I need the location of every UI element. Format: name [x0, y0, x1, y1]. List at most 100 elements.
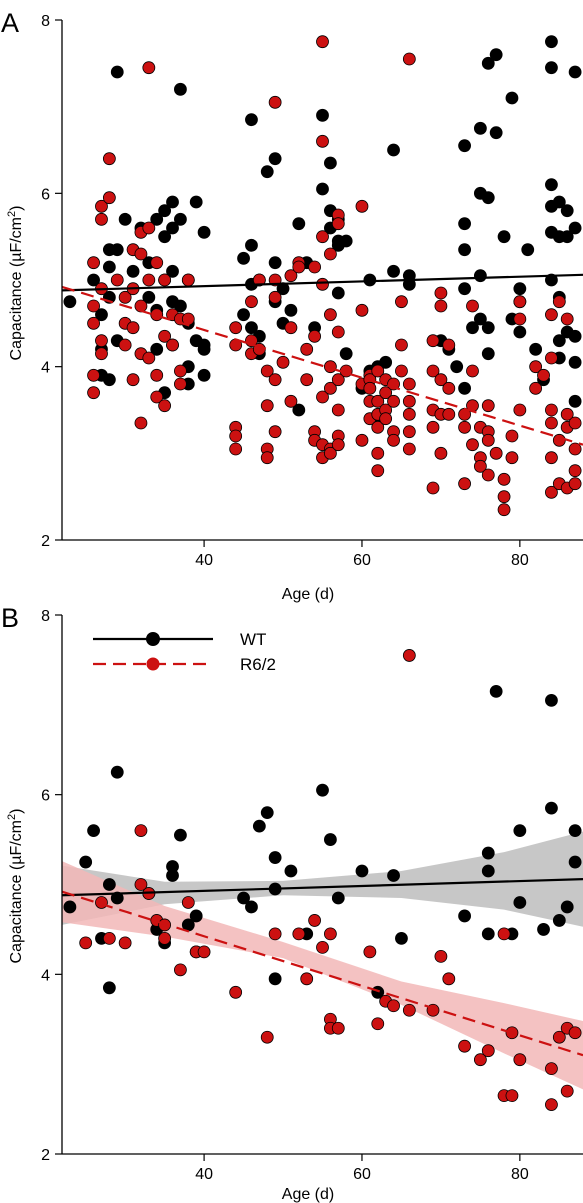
panel-a-y-axis-label-tail: ) — [8, 206, 25, 211]
panel-b-point-series-0 — [252, 819, 266, 833]
panel-b-point-series-0 — [63, 900, 77, 914]
panel-b-point-series-1 — [292, 927, 306, 941]
panel-a-point-series-1 — [387, 433, 400, 447]
panel-a-point-series-0 — [276, 282, 290, 296]
panel-a-plot-area — [61, 35, 583, 517]
panel-a-point-series-0 — [466, 321, 479, 335]
panel-a-point-series-1 — [489, 446, 503, 460]
panel-a-point-series-0 — [316, 182, 329, 196]
panel-a-point-series-1 — [497, 472, 511, 486]
panel-a-point-series-1 — [355, 303, 369, 317]
panel-b-point-series-0 — [545, 693, 558, 707]
panel-a-point-series-0 — [552, 334, 566, 348]
panel-a-point-series-1 — [268, 425, 282, 439]
panel-a-point-series-1 — [316, 35, 329, 49]
panel-a-point-series-0 — [63, 295, 77, 309]
panel-b-trend-line-series-1 — [61, 890, 583, 1057]
panel-a-label: A — [1, 8, 19, 38]
panel-a-point-series-1 — [118, 338, 132, 352]
panel-a-y-tick-label: 8 — [41, 13, 50, 30]
panel-a-point-series-0 — [339, 234, 353, 248]
panel-a-point-series-0 — [237, 308, 250, 322]
panel-b-point-series-0 — [87, 824, 100, 837]
panel-a-point-series-1 — [560, 407, 574, 421]
panel-b-x-axis-label: Age (d) — [282, 1186, 334, 1203]
panel-a-point-series-0 — [316, 108, 329, 122]
panel-a-point-series-1 — [300, 342, 314, 356]
panel-a-point-series-1 — [402, 407, 416, 421]
panel-a-point-series-0 — [545, 273, 558, 287]
panel-a-point-series-0 — [87, 273, 100, 287]
panel-a-point-series-0 — [110, 65, 124, 79]
panel-a-point-series-1 — [316, 134, 329, 148]
panel-a-point-series-1 — [102, 191, 116, 205]
panel-a-point-series-0 — [473, 269, 487, 283]
panel-b-point-series-0 — [110, 891, 124, 905]
panel-b-y-tick-label: 4 — [41, 967, 50, 984]
panel-a-point-series-1 — [481, 468, 495, 482]
panel-b-point-series-0 — [102, 981, 116, 995]
panel-a-point-series-1 — [497, 490, 511, 504]
panel-a-point-series-1 — [505, 451, 519, 465]
panel-b-point-series-0 — [513, 824, 527, 837]
panel-a-point-series-1 — [371, 464, 385, 478]
panel-a-point-series-1 — [331, 217, 345, 231]
panel-a-point-series-1 — [331, 438, 345, 452]
panel-a-point-series-0 — [174, 212, 187, 226]
panel-b-point-series-1 — [552, 1030, 566, 1044]
panel-a-point-series-1 — [260, 451, 274, 465]
panel-b-point-series-0 — [568, 855, 582, 869]
panel-b-x-tick-label: 80 — [511, 1166, 529, 1183]
panel-a-point-series-1 — [284, 321, 298, 335]
panel-b-point-series-0 — [481, 846, 495, 860]
panel-a-point-series-0 — [118, 212, 132, 226]
panel-b-point-series-1 — [95, 896, 108, 909]
panel-b-point-series-1 — [260, 1030, 274, 1044]
panel-b-point-series-1 — [387, 999, 400, 1013]
panel-b-point-series-0 — [387, 869, 400, 882]
panel-a-point-series-0 — [521, 243, 535, 257]
panel-b-point-series-1 — [331, 1021, 345, 1035]
panel-a-point-series-0 — [458, 139, 471, 153]
panel-b-y-tick-label: 8 — [41, 608, 50, 625]
panel-b-point-series-1 — [505, 1089, 519, 1103]
panel-a-point-series-1 — [276, 355, 290, 369]
panel-a-point-series-1 — [402, 52, 416, 66]
panel-a-point-series-0 — [545, 61, 558, 75]
panel-a-point-series-0 — [568, 65, 582, 79]
panel-a-point-series-1 — [181, 273, 195, 287]
panel-b-point-series-0 — [513, 896, 527, 909]
panel-a-point-series-0 — [150, 342, 164, 356]
panel-b-point-series-1 — [473, 1053, 487, 1067]
panel-b-point-series-0 — [481, 864, 495, 878]
panel-a-point-series-1 — [434, 299, 448, 313]
panel-b-plot-area — [61, 649, 583, 1111]
panel-a-point-series-0 — [481, 321, 495, 335]
panel-a-point-series-0 — [568, 221, 582, 235]
panel-b-ticks: 40 60 80 2 4 6 8 — [41, 608, 529, 1183]
panel-b-point-series-1 — [268, 927, 282, 941]
panel-b-point-series-1 — [545, 1062, 558, 1076]
panel-a-point-series-1 — [174, 377, 187, 391]
panel-a-point-series-0 — [260, 165, 274, 179]
panel-a-point-series-0 — [545, 178, 558, 192]
panel-a-point-series-0 — [174, 82, 187, 96]
panel-a-point-series-1 — [260, 399, 274, 413]
panel-a-point-series-1 — [158, 273, 172, 287]
panel-b-point-series-1 — [481, 1044, 495, 1058]
panel-a-point-series-0 — [568, 329, 582, 343]
panel-b-point-series-1 — [371, 1017, 385, 1031]
panel-b-point-series-1 — [79, 936, 93, 950]
panel-a-point-series-1 — [568, 477, 582, 491]
panel-a-point-series-1 — [308, 260, 322, 274]
panel-b-y-axis-label: Capacitance (µF/cm2) — [6, 809, 25, 964]
panel-b-point-series-1 — [545, 1098, 558, 1111]
panel-a-point-series-1 — [316, 390, 329, 404]
panel-a-point-series-1 — [260, 364, 274, 378]
panel-a-point-series-1 — [87, 368, 100, 382]
panel-b-x-tick-label: 60 — [353, 1166, 371, 1183]
panel-a-point-series-0 — [245, 238, 258, 252]
panel-a-point-series-1 — [395, 338, 408, 352]
